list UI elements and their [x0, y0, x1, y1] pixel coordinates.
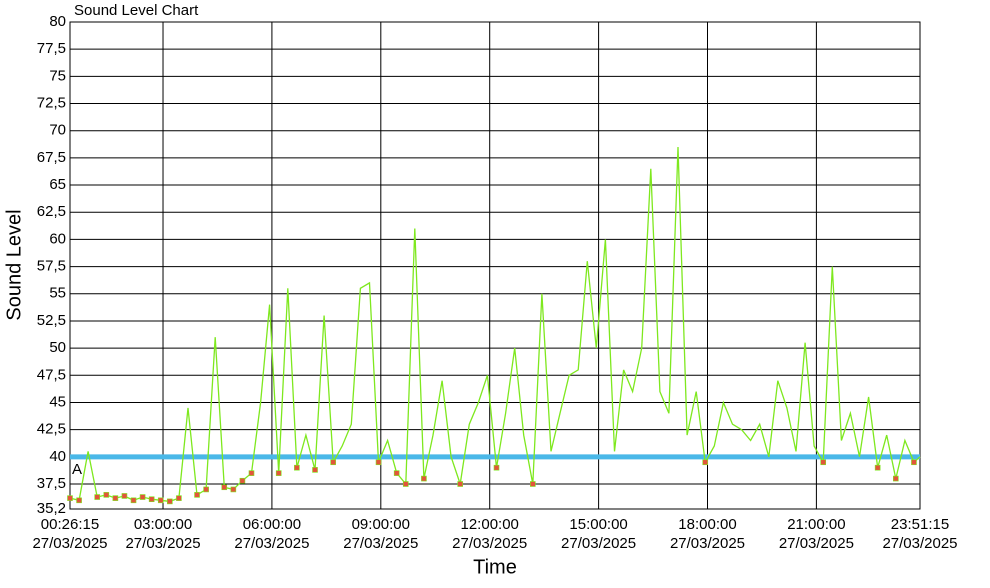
marker	[530, 481, 536, 487]
y-tick-label: 35,2	[37, 500, 66, 517]
marker	[393, 470, 400, 476]
marker	[112, 495, 119, 501]
y-axis-label: Sound Level	[3, 209, 25, 320]
x-tick-label: 06:00:00 27/03/2025	[234, 516, 310, 552]
x-tick-label: 18:00:00 27/03/2025	[669, 516, 746, 552]
y-tick-label: 37,5	[37, 475, 66, 492]
x-tick-label: 12:00:00 27/03/2025	[452, 516, 528, 552]
marker	[221, 484, 228, 491]
marker	[239, 477, 246, 484]
marker	[457, 481, 464, 487]
marker	[230, 486, 237, 493]
x-axis-label: Time	[473, 556, 517, 578]
y-tick-label: 75	[49, 67, 66, 84]
marker	[130, 497, 137, 504]
y-tick-label: 62,5	[37, 203, 66, 220]
y-tick-label: 52,5	[37, 312, 66, 329]
marker	[121, 493, 128, 499]
x-tick-label: 09:00:00 27/03/2025	[343, 516, 419, 552]
x-tick-label: 00:26:15 27/03/2025	[32, 516, 108, 552]
marker	[312, 467, 318, 473]
y-tick-label: 57,5	[37, 258, 66, 275]
marker	[493, 464, 500, 471]
marker	[194, 492, 200, 498]
marker	[94, 494, 101, 500]
marker	[375, 459, 382, 466]
marker	[330, 459, 336, 466]
threshold-label: A	[72, 461, 82, 478]
x-tick-label: 21:00:00 27/03/2025	[778, 516, 854, 552]
marker	[820, 459, 827, 466]
y-tick-label: 67,5	[37, 149, 66, 166]
y-tick-label: 55	[49, 285, 66, 302]
chart-title: Sound Level Chart	[74, 2, 199, 19]
marker	[103, 492, 110, 498]
y-tick-label: 80	[49, 13, 66, 30]
marker	[294, 464, 300, 471]
y-tick-label: 50	[49, 339, 66, 356]
marker	[911, 459, 917, 466]
marker	[167, 498, 173, 505]
marker	[702, 459, 709, 466]
y-tick-label: 72,5	[37, 94, 66, 111]
x-tick-label: 03:00:00 27/03/2025	[125, 516, 201, 552]
y-tick-label: 65	[49, 176, 66, 193]
x-tick-label: 23:51:15 27/03/2025	[882, 516, 958, 552]
y-tick-label: 70	[49, 122, 66, 139]
marker	[148, 496, 155, 503]
marker	[421, 475, 427, 482]
marker	[76, 497, 82, 504]
marker	[203, 486, 209, 493]
y-tick-label: 45	[49, 393, 66, 410]
marker	[67, 495, 73, 501]
y-tick-label: 60	[49, 230, 66, 247]
marker	[402, 481, 409, 487]
marker	[275, 470, 282, 476]
y-tick-label: 77,5	[37, 40, 66, 57]
x-tick-label: 15:00:00 27/03/2025	[561, 516, 637, 552]
marker	[157, 497, 164, 504]
y-tick-label: 40	[49, 448, 66, 465]
marker	[248, 470, 255, 476]
y-tick-label: 42,5	[37, 421, 66, 438]
y-tick-label: 47,5	[37, 366, 66, 383]
marker	[139, 494, 146, 500]
marker	[176, 495, 182, 501]
marker	[874, 464, 881, 471]
marker	[893, 475, 899, 482]
